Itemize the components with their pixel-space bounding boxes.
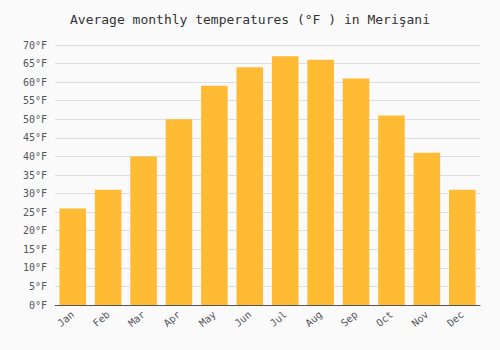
svg-text:60°F: 60°F (23, 77, 47, 88)
svg-text:Feb: Feb (91, 309, 112, 329)
svg-text:0°F: 0°F (29, 300, 47, 311)
svg-text:20°F: 20°F (23, 225, 47, 236)
svg-text:Oct: Oct (374, 309, 395, 329)
svg-text:15°F: 15°F (23, 244, 47, 255)
svg-text:40°F: 40°F (23, 151, 47, 162)
svg-text:Nov: Nov (410, 309, 431, 329)
svg-text:Mar: Mar (126, 309, 147, 329)
svg-text:5°F: 5°F (29, 281, 47, 292)
svg-text:30°F: 30°F (23, 188, 47, 199)
svg-text:55°F: 55°F (23, 95, 47, 106)
svg-text:45°F: 45°F (23, 132, 47, 143)
svg-text:May: May (197, 309, 218, 329)
svg-text:10°F: 10°F (23, 262, 47, 273)
svg-text:25°F: 25°F (23, 207, 47, 218)
svg-text:Jul: Jul (268, 309, 289, 329)
svg-text:Aug: Aug (303, 309, 324, 329)
svg-text:Jan: Jan (55, 309, 76, 329)
svg-text:Jun: Jun (232, 309, 253, 329)
svg-text:Sep: Sep (339, 309, 360, 329)
svg-text:Apr: Apr (162, 309, 183, 329)
svg-text:Average monthly temperatures (: Average monthly temperatures (°F ) in Me… (70, 12, 430, 27)
svg-text:Dec: Dec (445, 309, 466, 329)
svg-text:65°F: 65°F (23, 58, 47, 69)
svg-text:50°F: 50°F (23, 114, 47, 125)
svg-text:70°F: 70°F (23, 40, 47, 51)
svg-text:35°F: 35°F (23, 170, 47, 181)
